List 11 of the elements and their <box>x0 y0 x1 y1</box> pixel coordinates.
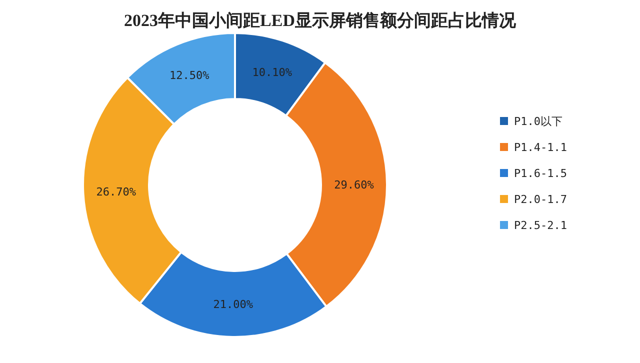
legend-label: P1.6-1.5 <box>514 167 567 180</box>
legend-label: P2.5-2.1 <box>514 219 567 232</box>
legend-label: P1.4-1.1 <box>514 141 567 154</box>
legend-label: P2.0-1.7 <box>514 193 567 206</box>
data-label: 29.60% <box>334 178 374 192</box>
data-label: 21.00% <box>213 298 254 311</box>
data-label: 10.10% <box>252 66 292 79</box>
data-label: 12.50% <box>170 69 210 82</box>
chart-title: 2023年中国小间距LED显示屏销售额分间距占比情况 <box>124 11 517 30</box>
data-label: 26.70% <box>96 186 136 199</box>
legend-label: P1.0以下 <box>514 115 562 128</box>
